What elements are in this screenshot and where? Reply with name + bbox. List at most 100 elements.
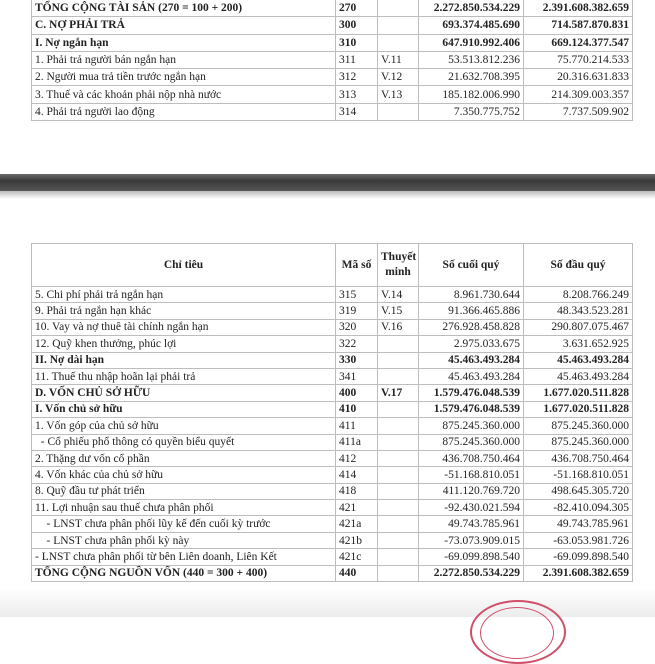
row-end-value: 647.910.992.406: [418, 33, 524, 52]
row-begin-value: -82.410.094.305: [523, 499, 633, 517]
table-row: 10. Vay và nợ thuê tài chính ngắn hạn 320…: [31, 318, 633, 337]
row-note: [377, 16, 419, 35]
row-begin-value: 875.245.360.000: [523, 417, 633, 435]
row-code: 421: [335, 499, 378, 517]
row-label: 5. Chi phí phải trả ngắn hạn: [31, 285, 336, 304]
row-label: D. VỐN CHỦ SỞ HỮU: [31, 384, 336, 402]
row-begin-value: 436.708.750.464: [523, 449, 633, 468]
row-note: [377, 0, 419, 18]
row-begin-value: 2.391.608.382.659: [523, 564, 633, 583]
row-code: 440: [335, 564, 378, 583]
row-begin-value: 290.807.075.467: [523, 318, 633, 337]
table-row: - LNST chưa phân phối lũy kế đến cuối kỳ…: [31, 515, 633, 533]
row-code: 314: [335, 102, 378, 122]
row-end-value: 436.708.750.464: [418, 449, 524, 468]
table-row: 2. Người mua trả tiền trước ngắn hạn 312 V…: [31, 68, 633, 87]
row-begin-value: 669.124.377.547: [523, 33, 633, 52]
table-row: 1. Vốn góp của chủ sở hữu 411 875.245.360.…: [31, 417, 633, 435]
table-row: - LNST chưa phân phối từ bên Liên doanh,…: [31, 548, 633, 566]
row-note: [377, 515, 419, 533]
row-begin-value: 45.463.493.284: [523, 351, 633, 369]
header-code: Mã số: [335, 243, 378, 287]
row-code: 341: [335, 367, 378, 386]
table-row: 12. Quỹ khen thưởng, phúc lợi 322 2.975.03…: [31, 335, 633, 353]
row-note: [377, 564, 419, 583]
row-begin-value: 49.743.785.961: [523, 515, 633, 533]
table-row: I. Nợ ngắn hạn 310 647.910.992.406 669.124.…: [31, 33, 633, 52]
row-note: V.12: [377, 68, 419, 87]
row-end-value: 875.245.360.000: [418, 417, 524, 435]
row-note: V.13: [377, 85, 419, 104]
table-row: 5. Chi phí phải trả ngắn hạn 315 V.14 8.961…: [31, 285, 633, 304]
row-label: 1. Phải trả người bán ngắn hạn: [31, 50, 336, 70]
row-label: I. Vốn chủ sở hữu: [31, 400, 336, 419]
company-seal-inner: [480, 607, 554, 659]
table-row: II. Nợ dài hạn 330 45.463.493.284 45.463.49…: [31, 351, 633, 369]
row-code: 418: [335, 482, 378, 501]
row-end-value: 2.272.850.534.229: [418, 564, 524, 583]
row-begin-value: 8.208.766.249: [523, 285, 633, 304]
row-note: [377, 466, 419, 484]
row-code: 310: [335, 33, 378, 52]
table-row: I. Vốn chủ sở hữu 410 1.579.476.048.539 1.6…: [31, 400, 633, 419]
row-note: [377, 499, 419, 517]
row-end-value: -73.073.909.015: [418, 531, 524, 550]
row-note: [377, 531, 419, 550]
row-label: 4. Phải trả người lao động: [31, 102, 336, 122]
row-note: [377, 449, 419, 468]
row-code: 319: [335, 302, 378, 320]
row-code: 313: [335, 85, 378, 104]
row-code: 411: [335, 417, 378, 435]
row-end-value: 276.928.458.828: [418, 318, 524, 337]
row-begin-value: 875.245.360.000: [523, 433, 633, 451]
table-row: 11. Thuế thu nhập hoãn lại phải trả 341 45…: [31, 367, 633, 386]
row-code: 411a: [335, 433, 378, 451]
row-end-value: 91.366.465.886: [418, 302, 524, 320]
row-end-value: 7.350.775.752: [418, 102, 524, 122]
row-code: 414: [335, 466, 378, 484]
row-begin-value: 7.737.509.902: [523, 102, 633, 122]
row-label: C. NỢ PHẢI TRẢ: [31, 16, 336, 35]
row-end-value: 21.632.708.395: [418, 68, 524, 87]
table-row: 2. Thặng dư vốn cổ phần 412 436.708.750.46…: [31, 449, 633, 468]
row-label: 2. Thặng dư vốn cổ phần: [31, 449, 336, 468]
row-begin-value: 20.316.631.833: [523, 68, 633, 87]
row-begin-value: 498.645.305.720: [523, 482, 633, 501]
row-end-value: 1.579.476.048.539: [418, 384, 524, 402]
row-label: I. Nợ ngắn hạn: [31, 33, 336, 52]
row-code: 412: [335, 449, 378, 468]
row-end-value: 2.975.033.675: [418, 335, 524, 353]
row-label: 11. Lợi nhuận sau thuế chưa phân phối: [31, 499, 336, 517]
row-code: 410: [335, 400, 378, 419]
row-label: 3. Thuế và các khoản phải nộp nhà nước: [31, 85, 336, 104]
row-note: V.14: [377, 285, 419, 304]
page-separator: [0, 174, 655, 191]
row-begin-value: -69.099.898.540: [523, 548, 633, 566]
row-code: 421a: [335, 515, 378, 533]
table-row: D. VỐN CHỦ SỞ HỮU 400 V.17 1.579.476.048.53…: [31, 384, 633, 402]
header-begin: Số đầu quý: [523, 243, 633, 287]
row-end-value: 411.120.769.720: [418, 482, 524, 501]
row-end-value: 875.245.360.000: [418, 433, 524, 451]
row-note: V.17: [377, 384, 419, 402]
row-note: [377, 367, 419, 386]
row-begin-value: 214.309.003.357: [523, 85, 633, 104]
row-end-value: 2.272.850.534.229: [418, 0, 524, 18]
table-row: 4. Phải trả người lao động 314 7.350.775.7…: [31, 102, 633, 122]
row-end-value: 45.463.493.284: [418, 351, 524, 369]
row-label: 12. Quỹ khen thưởng, phúc lợi: [31, 335, 336, 353]
row-code: 270: [335, 0, 378, 18]
table-row: 11. Lợi nhuận sau thuế chưa phân phối 421…: [31, 499, 633, 517]
header-end: Số cuối quý: [418, 243, 524, 287]
balance-sheet-bottom-table: Chỉ tiêu Mã số Thuyết minh Số cuối quý S…: [31, 243, 633, 583]
row-begin-value: 75.770.214.533: [523, 50, 633, 70]
row-note: [377, 433, 419, 451]
row-end-value: 8.961.730.644: [418, 285, 524, 304]
row-code: 315: [335, 285, 378, 304]
row-label: 4. Vốn khác của chủ sở hữu: [31, 466, 336, 484]
row-begin-value: 1.677.020.511.828: [523, 384, 633, 402]
row-end-value: 1.579.476.048.539: [418, 400, 524, 419]
row-label: TỔNG CỘNG TÀI SẢN (270 = 100 + 200): [31, 0, 336, 18]
row-label: 1. Vốn góp của chủ sở hữu: [31, 417, 336, 435]
row-code: 421b: [335, 531, 378, 550]
